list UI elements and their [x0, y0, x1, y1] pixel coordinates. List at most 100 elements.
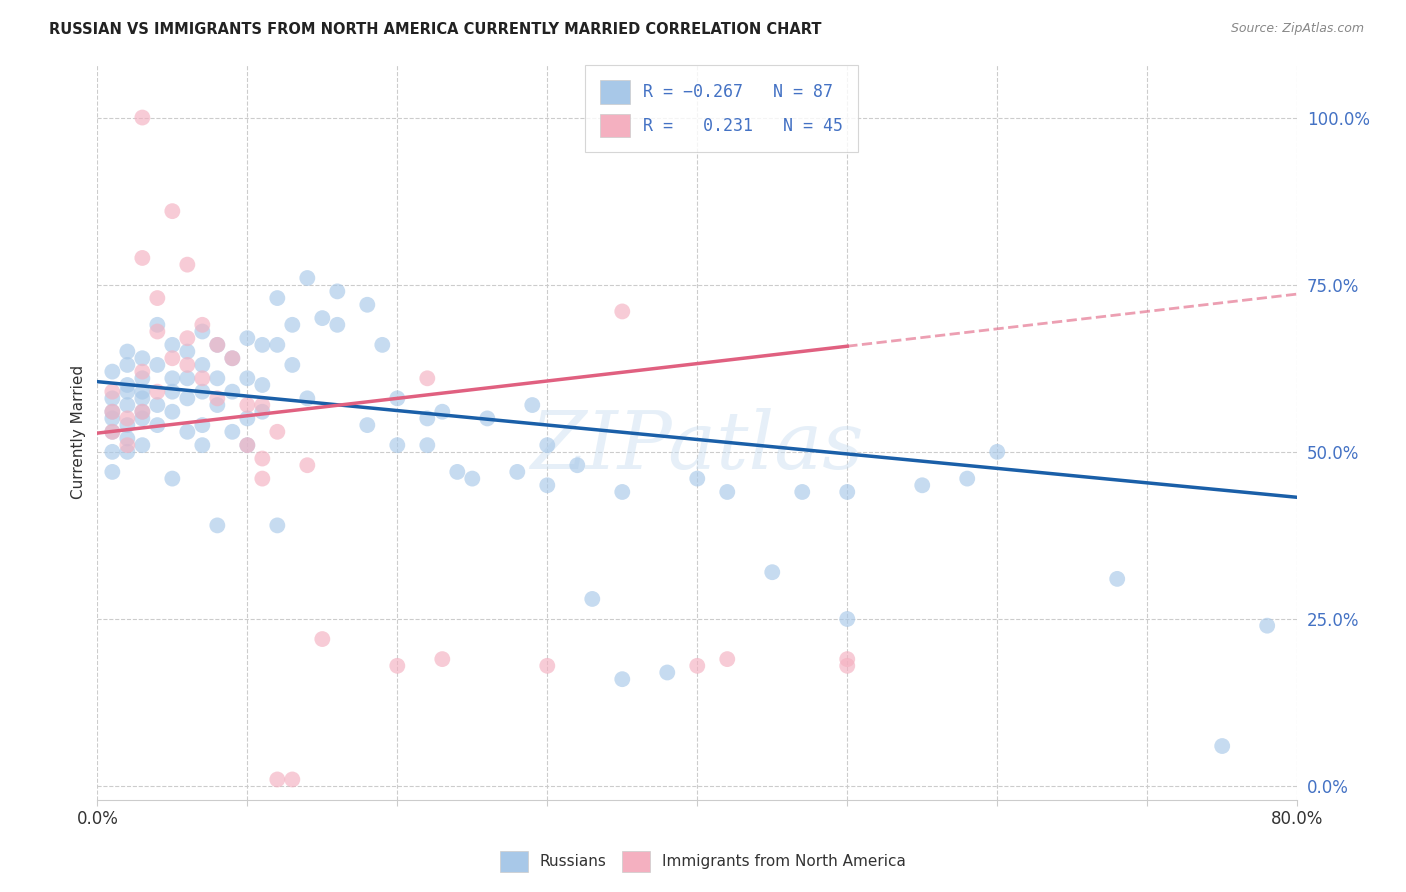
Text: ZIPatlas: ZIPatlas — [530, 408, 865, 485]
Point — [162, 351, 184, 366]
Point — [146, 398, 169, 412]
Point — [252, 378, 274, 392]
Point — [117, 432, 139, 446]
Point — [117, 384, 139, 399]
Point — [117, 445, 139, 459]
Point — [266, 518, 288, 533]
Point — [162, 204, 184, 219]
Point — [131, 251, 153, 265]
Point — [146, 291, 169, 305]
Point — [117, 378, 139, 392]
Point — [146, 384, 169, 399]
Point — [101, 405, 124, 419]
Point — [162, 371, 184, 385]
Point — [191, 384, 214, 399]
Point — [146, 418, 169, 433]
Point — [117, 418, 139, 433]
Point — [131, 392, 153, 406]
Point — [281, 318, 304, 332]
Point — [416, 411, 439, 425]
Point — [221, 384, 243, 399]
Text: Source: ZipAtlas.com: Source: ZipAtlas.com — [1230, 22, 1364, 36]
Point — [266, 338, 288, 352]
Point — [191, 371, 214, 385]
Point — [1107, 572, 1129, 586]
Point — [716, 652, 738, 666]
Point — [117, 344, 139, 359]
Point — [176, 392, 198, 406]
Point — [252, 338, 274, 352]
Point — [506, 465, 529, 479]
Legend: R = −0.267   N = 87, R =   0.231   N = 45: R = −0.267 N = 87, R = 0.231 N = 45 — [585, 65, 858, 153]
Point — [207, 371, 229, 385]
Point — [131, 438, 153, 452]
Point — [162, 338, 184, 352]
Point — [131, 371, 153, 385]
Point — [176, 258, 198, 272]
Point — [162, 405, 184, 419]
Point — [686, 658, 709, 673]
Point — [416, 438, 439, 452]
Point — [536, 438, 558, 452]
Point — [657, 665, 679, 680]
Point — [581, 591, 603, 606]
Point — [252, 405, 274, 419]
Point — [191, 418, 214, 433]
Point — [416, 371, 439, 385]
Point — [461, 472, 484, 486]
Point — [387, 392, 409, 406]
Point — [131, 384, 153, 399]
Point — [252, 451, 274, 466]
Point — [761, 565, 783, 579]
Point — [837, 652, 859, 666]
Point — [221, 351, 243, 366]
Text: RUSSIAN VS IMMIGRANTS FROM NORTH AMERICA CURRENTLY MARRIED CORRELATION CHART: RUSSIAN VS IMMIGRANTS FROM NORTH AMERICA… — [49, 22, 821, 37]
Point — [297, 271, 319, 285]
Point — [236, 398, 259, 412]
Point — [176, 344, 198, 359]
Point — [176, 358, 198, 372]
Point — [252, 398, 274, 412]
Point — [131, 411, 153, 425]
Point — [101, 425, 124, 439]
Point — [837, 485, 859, 500]
Point — [162, 384, 184, 399]
Point — [837, 658, 859, 673]
Point — [792, 485, 814, 500]
Point — [117, 398, 139, 412]
Point — [326, 318, 349, 332]
Point — [356, 298, 378, 312]
Point — [522, 398, 544, 412]
Y-axis label: Currently Married: Currently Married — [72, 365, 86, 499]
Point — [221, 425, 243, 439]
Point — [176, 331, 198, 345]
Point — [146, 358, 169, 372]
Point — [131, 405, 153, 419]
Point — [101, 411, 124, 425]
Point — [176, 371, 198, 385]
Point — [536, 478, 558, 492]
Point — [281, 358, 304, 372]
Point — [162, 472, 184, 486]
Point — [146, 325, 169, 339]
Point — [117, 358, 139, 372]
Point — [956, 472, 979, 486]
Point — [387, 658, 409, 673]
Point — [131, 351, 153, 366]
Point — [131, 405, 153, 419]
Point — [191, 318, 214, 332]
Point — [911, 478, 934, 492]
Point — [536, 658, 558, 673]
Point — [131, 111, 153, 125]
Point — [191, 325, 214, 339]
Point — [146, 318, 169, 332]
Point — [1211, 739, 1233, 753]
Point — [326, 285, 349, 299]
Point — [686, 472, 709, 486]
Point — [311, 311, 333, 326]
Point — [356, 418, 378, 433]
Point — [101, 425, 124, 439]
Point — [297, 392, 319, 406]
Point — [266, 772, 288, 787]
Point — [432, 652, 454, 666]
